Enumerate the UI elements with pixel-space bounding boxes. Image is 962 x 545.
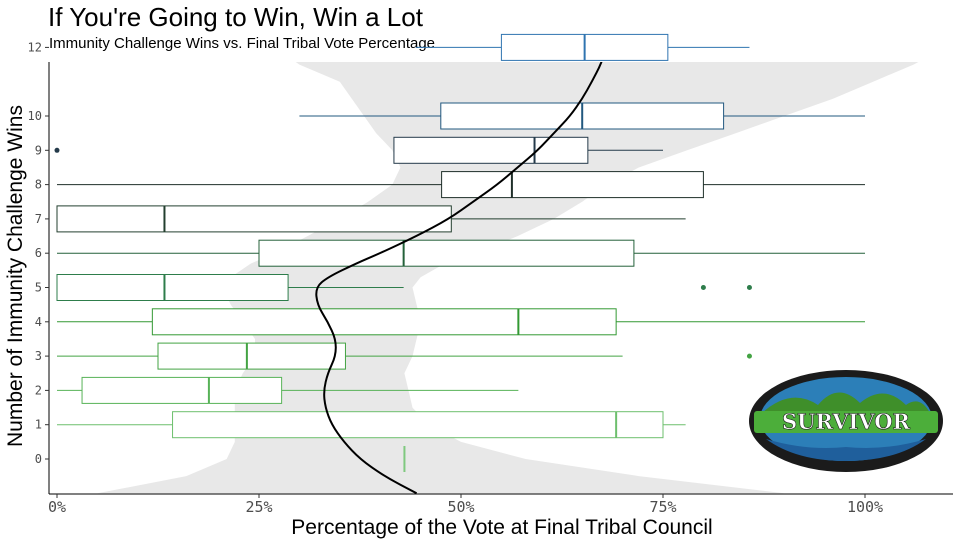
x-tick-label: 50%	[447, 498, 474, 516]
boxplot-wins-2	[57, 376, 519, 404]
y-tick-label: 1	[35, 418, 42, 432]
y-tick-label: 4	[35, 315, 42, 329]
logo-wordmark: SURVIVOR	[782, 409, 911, 434]
box-iqr	[172, 411, 664, 439]
box-iqr	[258, 239, 635, 267]
y-tick-label: 12	[28, 40, 42, 54]
box-iqr	[393, 136, 589, 164]
boxplot-wins-1	[57, 411, 686, 439]
chart-title: If You're Going to Win, Win a Lot	[48, 2, 423, 32]
boxplot-wins-5	[56, 274, 752, 301]
outlier-point	[746, 353, 752, 359]
boxplot-wins-3	[57, 342, 752, 370]
box-iqr	[56, 205, 452, 233]
x-tick-label: 75%	[649, 498, 676, 516]
survivor-logo: SURVIVOR	[749, 370, 943, 472]
boxplot-wins-6	[57, 239, 865, 267]
x-tick-label: 0%	[48, 498, 66, 516]
y-axis-label: Number of Immunity Challenge Wins	[4, 105, 27, 447]
boxplot-wins-10	[299, 102, 865, 130]
box-iqr	[441, 171, 704, 199]
y-tick-label: 3	[35, 349, 42, 363]
box-iqr	[56, 274, 289, 301]
x-tick-label: 100%	[847, 498, 883, 516]
chart-subtitle: Immunity Challenge Wins vs. Final Tribal…	[49, 35, 436, 52]
y-tick-label: 6	[35, 246, 42, 260]
boxplot-wins-7	[56, 205, 686, 233]
smooth-trend-line	[315, 62, 603, 494]
x-axis-label: Percentage of the Vote at Final Tribal C…	[291, 516, 712, 539]
y-tick-label: 0	[35, 452, 42, 466]
y-tick-label: 2	[35, 383, 42, 397]
boxplot-wins-4	[57, 308, 865, 336]
y-tick-label: 10	[28, 109, 42, 123]
outlier-point	[700, 285, 706, 290]
x-tick-label: 25%	[245, 498, 272, 516]
y-tick-label: 8	[35, 178, 42, 192]
outlier-point	[746, 285, 752, 290]
box-iqr	[157, 342, 346, 370]
y-tick-label: 9	[35, 143, 42, 157]
confidence-ribbon	[97, 62, 919, 494]
boxplot-wins-12	[415, 33, 750, 61]
boxplot-wins-9	[54, 136, 663, 164]
box-iqr	[81, 376, 283, 404]
y-tick-label: 5	[35, 281, 42, 295]
box-iqr	[151, 308, 617, 336]
boxplot-wins-8	[57, 171, 865, 199]
outlier-point	[54, 147, 60, 153]
y-tick-label: 7	[35, 212, 42, 226]
